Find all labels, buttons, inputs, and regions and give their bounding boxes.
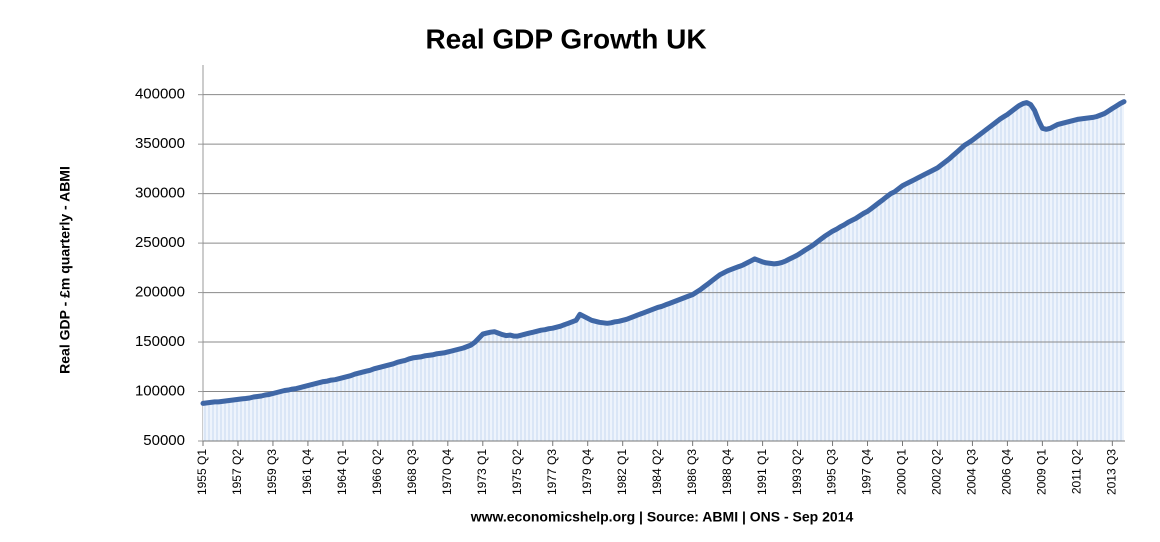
x-tick-label: 2004 Q3 [965, 449, 979, 495]
gdp-line [200, 99, 1127, 406]
x-tick-label: 1995 Q3 [825, 449, 839, 495]
x-tick-label: 1979 Q4 [580, 449, 594, 495]
x-tick-label: 1982 Q1 [615, 449, 629, 495]
y-tick-label: 100000 [135, 382, 185, 399]
x-tick-label: 1966 Q2 [370, 449, 384, 495]
x-tick-label: 1993 Q2 [790, 449, 804, 495]
y-axis-label: Real GDP - £m quarterly - ABMI [57, 166, 73, 374]
x-tick-label: 1975 Q2 [510, 449, 524, 495]
y-tick-label: 400000 [135, 86, 185, 103]
x-tick-label: 1964 Q1 [335, 449, 349, 495]
x-tick-label: 1955 Q1 [195, 449, 209, 495]
x-tick-label: 1968 Q3 [405, 449, 419, 495]
y-tick-label: 350000 [135, 135, 185, 152]
y-tick-label: 150000 [135, 333, 185, 350]
x-tick-label: 2006 Q4 [1000, 449, 1014, 495]
y-tick-label: 200000 [135, 284, 185, 301]
x-tick-label: 1997 Q4 [860, 449, 874, 495]
x-tick-label: 2000 Q1 [895, 449, 909, 495]
y-tick-label: 250000 [135, 234, 185, 251]
x-tick-label: 2011 Q2 [1070, 449, 1084, 494]
x-tick-label: 1977 Q3 [545, 449, 559, 495]
x-tick-label: 1984 Q2 [650, 449, 664, 495]
chart-title: Real GDP Growth UK [425, 23, 706, 54]
y-tick-label: 50000 [143, 432, 185, 449]
y-tick-label: 300000 [135, 185, 185, 202]
x-tick-label: 2013 Q3 [1104, 449, 1118, 495]
x-tick-label: 1973 Q1 [475, 449, 489, 495]
x-tick-label: 1959 Q3 [265, 449, 279, 495]
x-tick-label: 1986 Q3 [685, 449, 699, 495]
area-fill [203, 101, 1124, 441]
x-tick-label: 1961 Q4 [300, 449, 314, 495]
footer-note: www.economicshelp.org | Source: ABMI | O… [470, 509, 854, 525]
x-tick-label: 2002 Q2 [930, 449, 944, 495]
x-tick-label: 2009 Q1 [1035, 449, 1049, 495]
x-tick-label: 1991 Q1 [755, 449, 769, 495]
x-tick-label: 1970 Q4 [440, 449, 454, 495]
x-tick-label: 1957 Q2 [230, 449, 244, 495]
x-tick-label: 1988 Q4 [720, 449, 734, 495]
